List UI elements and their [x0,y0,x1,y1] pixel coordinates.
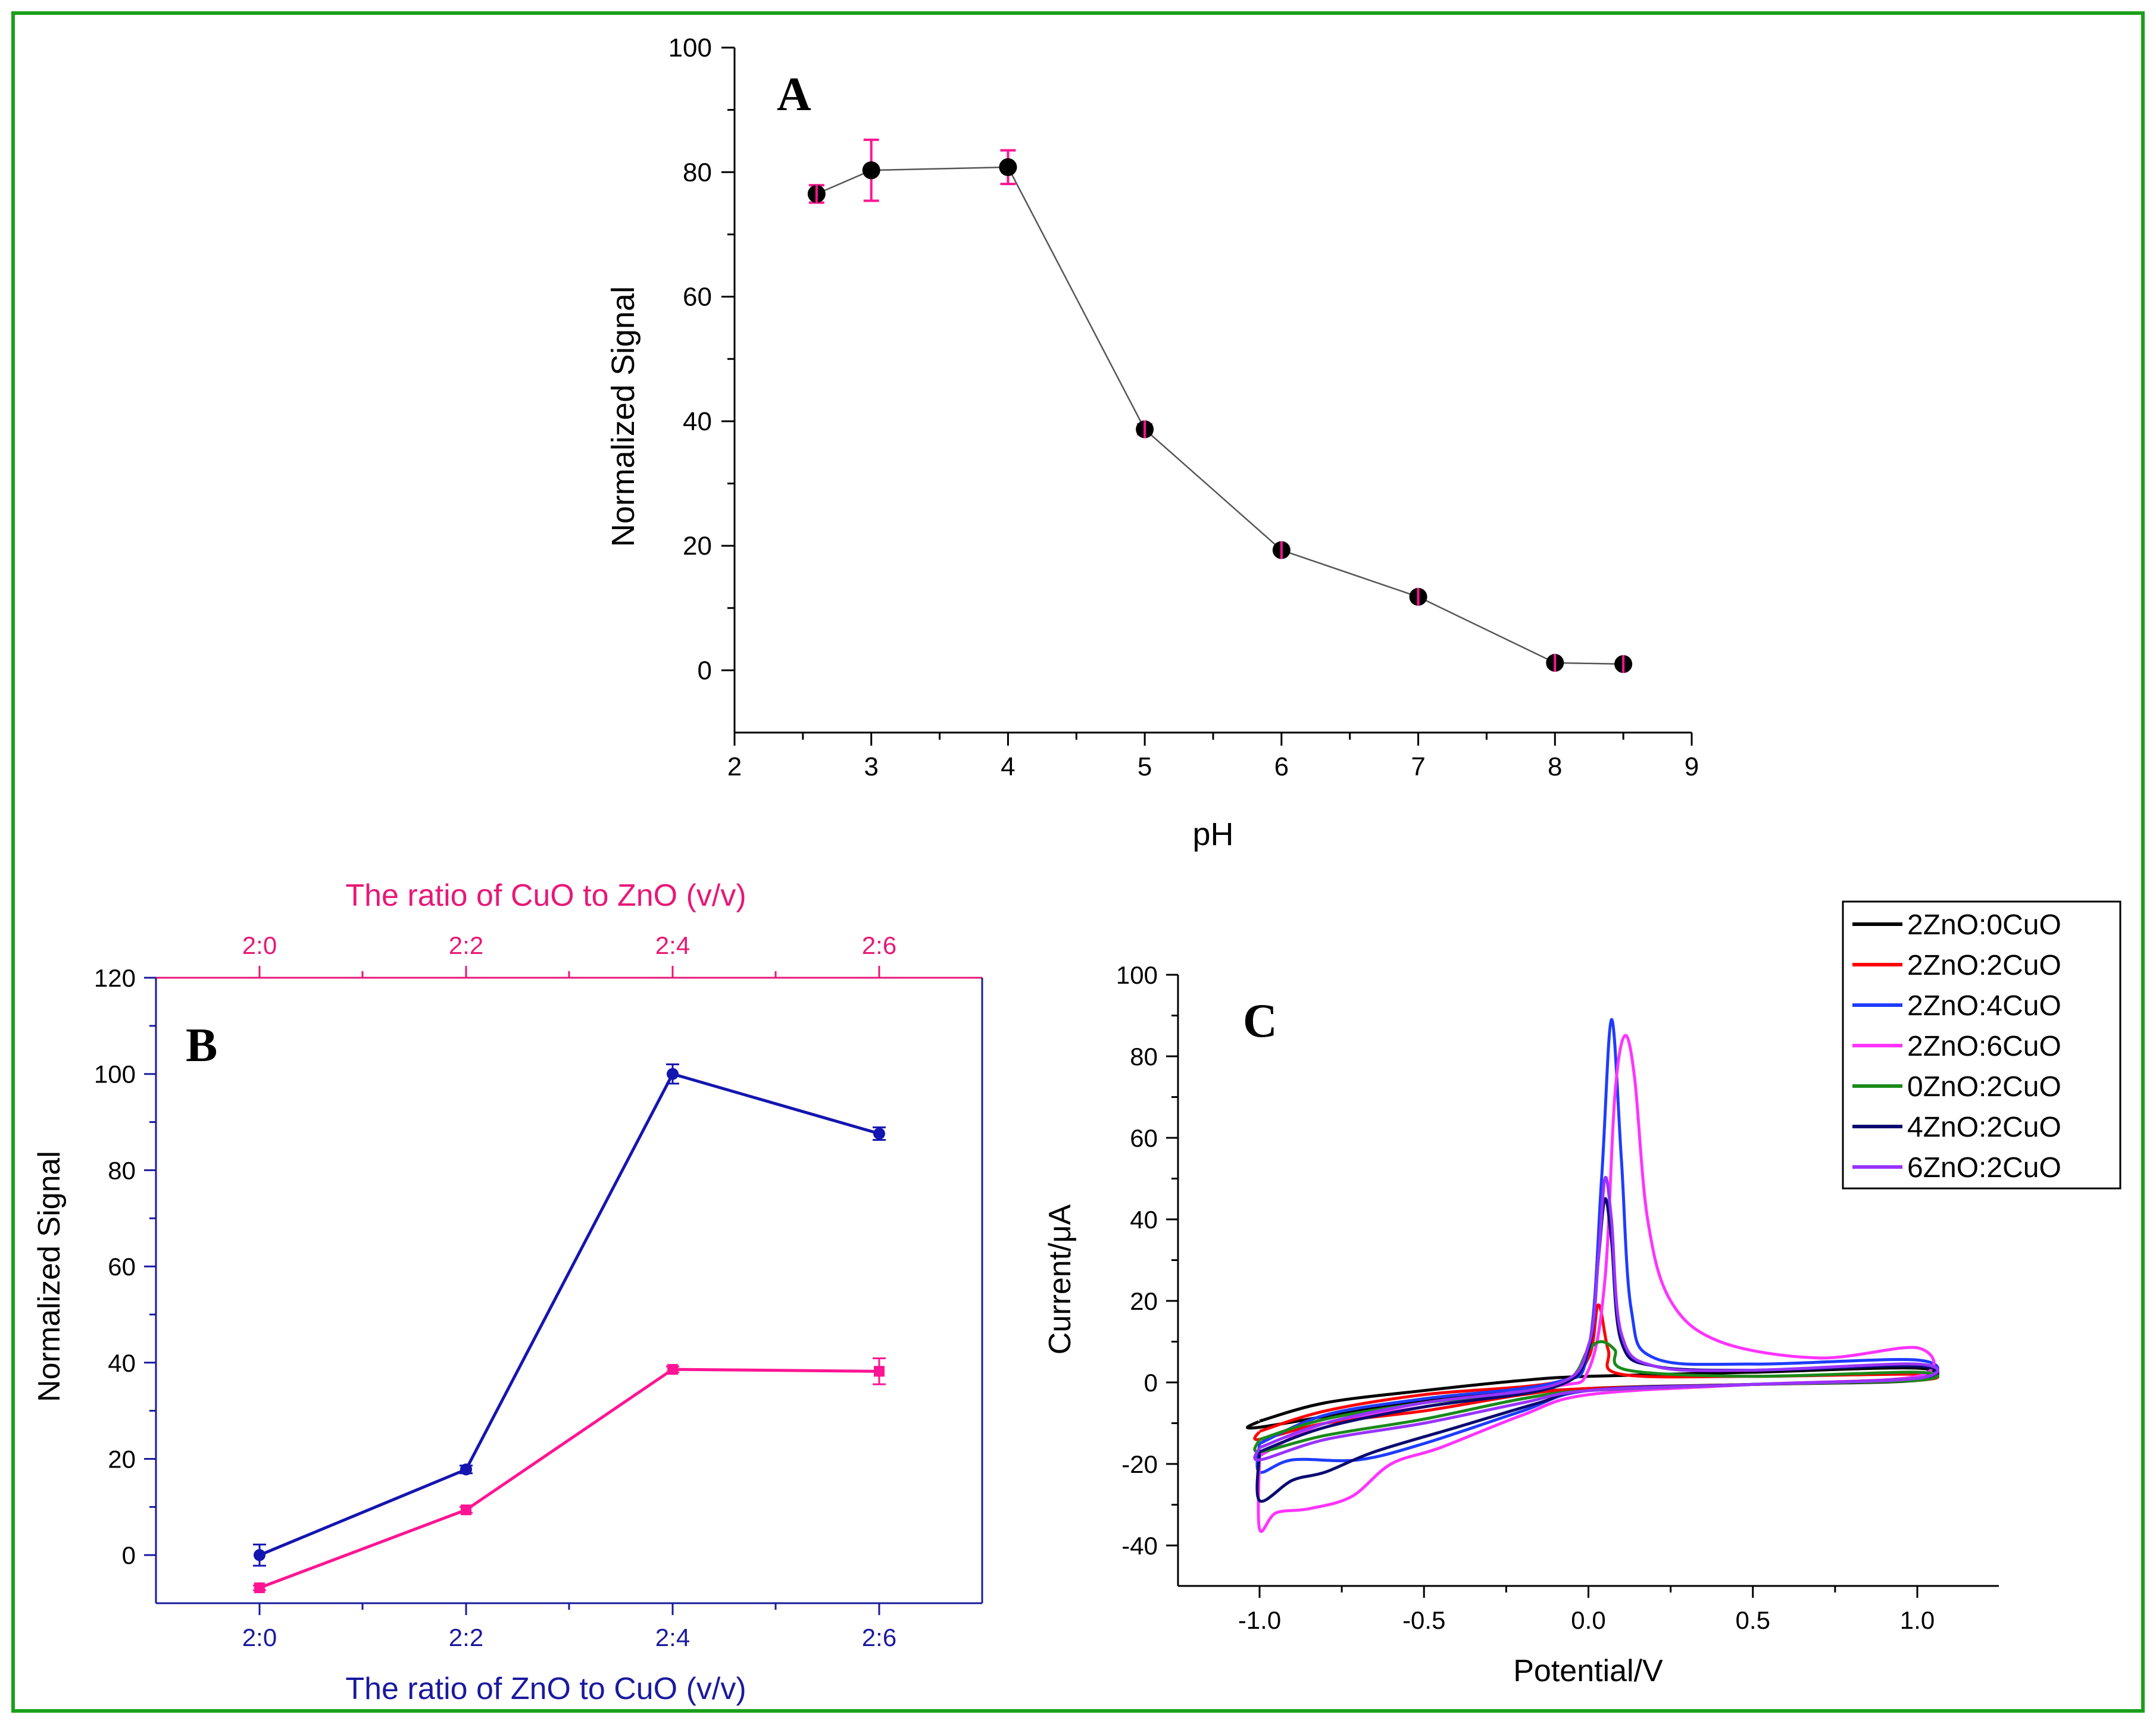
panel-a-series-line [816,166,1624,665]
panel-a-x-tick-label: 2 [727,752,742,781]
panel-c-x-tick-label: 0.0 [1571,1606,1605,1634]
legend-label: 0ZnO:2CuO [1907,1071,2061,1103]
panel-b-x-tick-label: 2:4 [655,1623,690,1651]
panel-b-zno-cuo-line [259,1072,880,1557]
panel-a-x-tick-label: 5 [1138,752,1152,781]
panel-c-y-tick-label: 40 [1130,1206,1158,1234]
panel-c-x-tick-label: -1.0 [1238,1606,1281,1634]
panel-a-x-tick-label: 9 [1685,752,1699,781]
panel-b-cuo-zno-point [667,1364,678,1375]
panel-c-y-tick-label: 20 [1130,1287,1158,1315]
legend-label: 2ZnO:0CuO [1907,909,2061,941]
panel-a-y-tick-label: 60 [683,283,712,312]
legend-label: 2ZnO:6CuO [1907,1031,2061,1062]
panel-b-letter: B [186,1019,217,1072]
legend-label: 6ZnO:2CuO [1907,1152,2061,1184]
panel-a-x-tick-label: 4 [1001,752,1015,781]
panel-b-y-tick-label: 20 [108,1445,136,1473]
panel-b-ylabel: Normalized Signal [32,1151,67,1402]
panel-a-xlabel: pH [1192,816,1233,852]
panel-b-cuo-zno-point [254,1582,265,1594]
panel-b-zno-cuo-point [667,1068,679,1080]
panel-c-y-tick-label: 0 [1144,1369,1158,1397]
panel-b-x-tick-label: 2:0 [242,1623,277,1651]
panel-b-y-tick-label: 0 [122,1541,136,1569]
panel-a-y-tick-label: 80 [683,158,712,187]
panel-a-y-tick-label: 40 [683,407,712,436]
panel-c-cv-curve [1257,1034,1936,1533]
panel-c-y-tick-label: -40 [1121,1532,1158,1560]
panel-b-top-tick-label: 2:2 [449,931,483,959]
panel-c-xlabel: Potential/V [1513,1654,1663,1688]
panel-a: 2 3 4 5 6 7 8 9 0 20 40 60 80 100 A pH Normalized Sig… [605,33,1699,852]
panel-b: 0204060801001202:02:02:22:22:42:42:62:6 … [32,878,983,1706]
panel-c-legend: 2ZnO:0CuO 2ZnO:2CuO 2ZnO:4CuO 2ZnO:6CuO 0ZnO… [1842,900,2121,1190]
panel-a-x-tick-label: 6 [1274,752,1289,781]
legend-label: 2ZnO:4CuO [1907,990,2061,1022]
panel-a-data-point [999,158,1017,176]
panel-b-zno-cuo-point [873,1127,885,1140]
panel-c: -1.0 -0.5 0.0 0.5 1.0 -40 -20 0 20 40 60 80 100 C Po… [1043,900,2121,1688]
panel-b-y-tick-label: 100 [94,1060,136,1088]
panel-a-y-tick-label: 20 [683,531,712,561]
panel-b-x-tick-label: 2:2 [449,1623,483,1651]
panel-c-y-tick-label: -20 [1121,1450,1158,1478]
panel-a-x-tick-label: 3 [864,752,878,781]
panel-c-letter: C [1243,995,1277,1047]
panel-b-y-tick-label: 80 [108,1156,136,1184]
panel-c-x-tick-label: 0.5 [1736,1606,1770,1634]
legend-label: 2ZnO:2CuO [1907,950,2061,981]
panel-a-x-tick-label: 7 [1411,752,1425,781]
panel-c-x-tick-label: 1.0 [1900,1606,1935,1634]
panel-a-letter: A [777,68,811,121]
panel-b-cuo-zno-point [874,1366,885,1377]
panel-b-zno-cuo-point [254,1549,265,1562]
panel-c-ylabel: Current/μA [1043,1204,1077,1354]
panel-a-ylabel: Normalized Signal [605,286,641,547]
panel-b-x2label: The ratio of CuO to ZnO (v/v) [345,878,746,913]
panel-b-y-tick-label: 60 [108,1253,136,1281]
panel-b-top-tick-label: 2:6 [862,931,896,959]
legend-label: 4ZnO:2CuO [1907,1112,2061,1143]
figure-border [11,11,2145,1713]
panel-a-y-tick-label: 0 [698,656,712,685]
panel-c-x-tick-label: -0.5 [1402,1606,1445,1634]
panel-b-y-tick-label: 120 [94,964,136,992]
panel-a-y-tick-label: 100 [668,33,712,62]
panel-b-xlabel: The ratio of ZnO to CuO (v/v) [345,1672,746,1706]
panel-c-cv-curve [1253,1175,1939,1462]
panel-c-y-tick-label: 100 [1116,961,1158,989]
panel-a-x-tick-label: 8 [1548,752,1562,781]
panel-b-zno-cuo-point [460,1463,472,1476]
panel-c-y-tick-label: 80 [1130,1043,1158,1071]
panel-b-cuo-zno-line [259,1368,880,1590]
panel-b-cuo-zno-point [461,1504,471,1516]
panel-b-top-tick-label: 2:0 [242,931,277,959]
panel-b-top-tick-label: 2:4 [655,931,690,959]
panel-b-x-tick-label: 2:6 [862,1623,896,1651]
panel-a-data-point [862,161,880,180]
panel-b-y-tick-label: 40 [108,1349,136,1377]
panel-c-y-tick-label: 60 [1130,1124,1158,1152]
